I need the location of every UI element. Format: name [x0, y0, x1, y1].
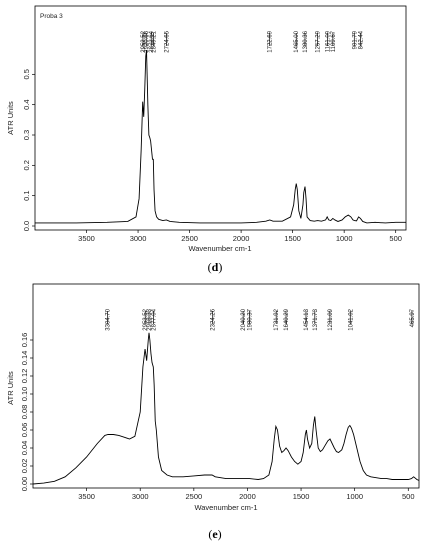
plot-frame-d — [34, 5, 407, 231]
peak-label: 1465.00 — [294, 30, 300, 52]
chart-panel-e: 0.00 0.02 0.04 0.06 0.08 0.10 0.12 0.14 0.16 350… — [6, 283, 420, 512]
peak-label: 901.79 — [352, 30, 358, 49]
plot-frame-e — [32, 283, 420, 489]
peak-label: 1371.73 — [313, 308, 319, 330]
y-tick-label: 0.10 — [20, 387, 29, 402]
peak-label: 2324.26 — [211, 308, 217, 330]
y-tick-label: 0.3 — [22, 130, 31, 140]
peak-label: 2952.52 — [141, 30, 147, 52]
x-axis-label-d: Wavenumber cm-1 — [188, 244, 251, 253]
peak-label: 3304.70 — [106, 308, 112, 330]
x-tick-label: 500 — [402, 492, 415, 501]
peak-label: 2040.20 — [241, 308, 247, 330]
y-tick-label: 0.1 — [22, 190, 31, 200]
x-tick-label: 1500 — [293, 492, 310, 501]
peak-label: 1454.13 — [304, 308, 310, 330]
y-tick-label: 0.08 — [20, 405, 29, 420]
chart-title-d: Proba 3 — [40, 13, 63, 20]
x-tick-label: 3000 — [132, 492, 149, 501]
peak-label: 1109.67 — [331, 30, 337, 52]
y-tick-label: 0.2 — [22, 160, 31, 170]
y-tick-label: 0.16 — [20, 333, 29, 348]
peak-label: 465.97 — [410, 308, 416, 327]
y-tick-label: 0.00 — [20, 477, 29, 492]
peak-label: 1161.09 — [326, 30, 332, 52]
peak-label: 2953.52 — [143, 308, 149, 330]
peak-label: 2849.21 — [152, 30, 158, 52]
x-tick-label: 1000 — [346, 492, 363, 501]
y-tick-label: 0.06 — [20, 423, 29, 438]
x-tick-label: 2500 — [185, 492, 202, 501]
spectrum-line-e — [32, 332, 420, 485]
x-tick-label: 500 — [389, 234, 402, 243]
x-tick-label: 1000 — [336, 234, 353, 243]
x-tick-label: 3500 — [78, 234, 95, 243]
y-tick-label: 0.4 — [22, 99, 31, 109]
x-axis-label-e: Wavenumber cm-1 — [194, 503, 257, 512]
peak-label: 842.44 — [358, 30, 364, 49]
y-tick-label: 0.5 — [22, 69, 31, 79]
x-tick-label: 2000 — [239, 492, 256, 501]
peak-label: 1041.02 — [348, 308, 354, 330]
y-tick-label: 0.02 — [20, 459, 29, 474]
x-tick-label: 2500 — [181, 234, 198, 243]
peak-label: 1640.29 — [284, 308, 290, 330]
y-axis-label-d: ATR Units — [6, 101, 15, 135]
peak-label: 1257.29 — [316, 30, 322, 52]
x-tick-label: 3000 — [130, 234, 147, 243]
peak-label: 1380.36 — [303, 30, 309, 52]
peak-label: 2918.33 — [147, 308, 153, 330]
caption-d: (d) — [208, 260, 223, 274]
peak-label: 1722.69 — [268, 30, 274, 52]
caption-e: (e) — [208, 527, 221, 541]
x-tick-label: 3500 — [78, 492, 95, 501]
peak-label: 2872.64 — [149, 30, 155, 52]
y-tick-label: 0.0 — [22, 221, 31, 231]
y-tick-label: 0.12 — [20, 369, 29, 384]
peak-label: 2877.04 — [151, 308, 157, 330]
y-tick-label: 0.14 — [20, 351, 29, 366]
peak-label: 1231.09 — [328, 308, 334, 330]
x-tick-label: 1500 — [284, 234, 301, 243]
peak-label: 1980.37 — [248, 308, 254, 330]
y-tick-label: 0.04 — [20, 441, 29, 456]
chart-panel-d: Proba 3 0.0 0.1 0.2 0.3 0.4 0.5 3500 3000 2500 2… — [6, 5, 407, 253]
spectrum-line-d — [35, 50, 406, 224]
peak-label: 2920.66 — [144, 30, 150, 52]
x-tick-label: 2000 — [233, 234, 250, 243]
y-axis-label-e: ATR Units — [6, 371, 15, 405]
peak-label: 2724.65 — [164, 30, 170, 52]
peak-label: 1731.92 — [274, 308, 280, 330]
